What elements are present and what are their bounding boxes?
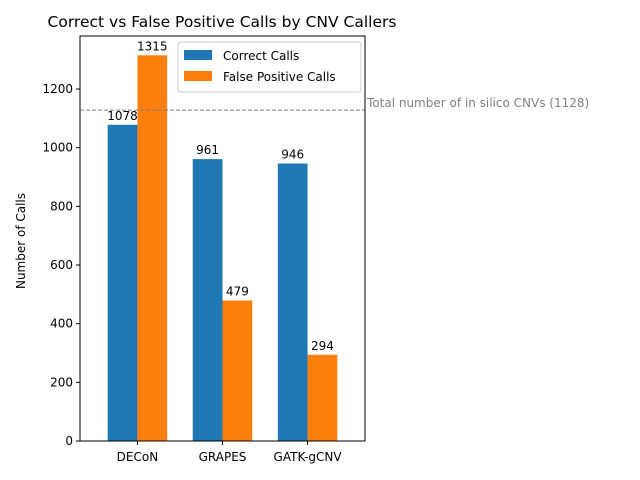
x-tick-label: DECoN [117, 450, 159, 464]
legend-label: False Positive Calls [223, 70, 336, 84]
reference-line-label: Total number of in silico CNVs (1128) [366, 96, 589, 110]
bar [107, 124, 138, 442]
bar [192, 159, 223, 441]
y-tick-label: 600 [50, 258, 73, 272]
bar-value-label: 961 [196, 143, 219, 157]
bar [137, 55, 168, 442]
reference-line-group: Total number of in silico CNVs (1128) [80, 96, 589, 111]
bar-value-label: 1078 [107, 109, 138, 123]
bar-value-label: 1315 [137, 39, 168, 53]
bar-value-label: 294 [311, 339, 334, 353]
y-tick-label: 200 [50, 375, 73, 389]
axes: 0 200 400 600 800 1000 1200 DECoN GRAPES GATK-gCN… [42, 35, 366, 464]
y-tick-label: 0 [65, 434, 73, 448]
legend-box [177, 41, 362, 93]
x-tick-label: GRAPES [199, 450, 247, 464]
legend-label: Correct Calls [223, 49, 299, 63]
y-tick-label: 1000 [42, 141, 73, 155]
bar [277, 163, 308, 441]
bars: 1078 961 946 1315 479 294 [107, 39, 338, 442]
x-tick-label: GATK-gCNV [274, 450, 343, 464]
bar-value-label: 479 [226, 285, 249, 299]
y-tick-label: 400 [50, 317, 73, 331]
legend-swatch [184, 50, 212, 60]
legend: Correct Calls False Positive Calls [177, 41, 362, 93]
bar [222, 300, 253, 441]
y-tick-label: 1200 [42, 82, 73, 96]
bar [307, 354, 338, 441]
y-tick-label: 800 [50, 199, 73, 213]
legend-swatch [184, 71, 212, 81]
bar-value-label: 946 [281, 148, 304, 162]
y-axis-label: Number of Calls [14, 193, 28, 289]
chart-title: Correct vs False Positive Calls by CNV C… [48, 13, 397, 31]
